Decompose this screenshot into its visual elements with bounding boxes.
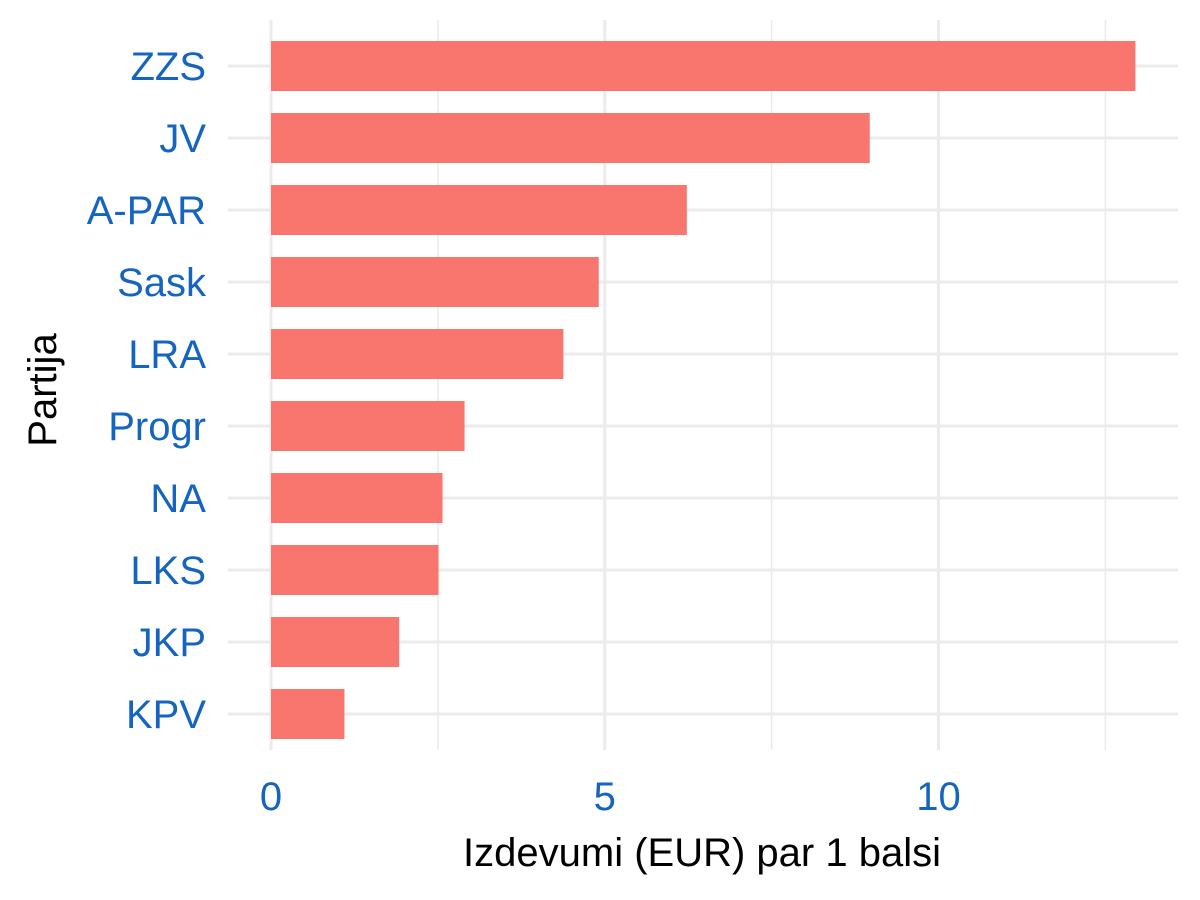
y-tick-label: KPV bbox=[126, 693, 206, 737]
y-tick-label: NA bbox=[150, 477, 206, 521]
y-tick-label: JKP bbox=[133, 621, 206, 665]
bar-sask bbox=[271, 257, 599, 307]
bar-zzs bbox=[271, 41, 1136, 91]
bar-jv bbox=[271, 113, 870, 163]
x-tick-label: 5 bbox=[594, 775, 616, 819]
y-tick-label: JV bbox=[159, 117, 206, 161]
x-axis-title: Izdevumi (EUR) par 1 balsi bbox=[463, 831, 941, 875]
bar-layer bbox=[271, 41, 1136, 739]
bar-kpv bbox=[271, 689, 345, 739]
x-tick-label: 10 bbox=[916, 775, 961, 819]
y-tick-labels: ZZS JV A-PAR Sask LRA Progr NA LKS JKP KPV bbox=[87, 45, 207, 737]
bar-a-par bbox=[271, 185, 687, 235]
y-tick-label: A-PAR bbox=[87, 189, 206, 233]
y-axis-title: Partija bbox=[21, 333, 65, 447]
bar-progr bbox=[271, 401, 465, 451]
y-tick-label: LKS bbox=[130, 549, 206, 593]
y-tick-label: LRA bbox=[128, 333, 206, 377]
bar-lks bbox=[271, 545, 439, 595]
y-tick-label: Progr bbox=[108, 405, 206, 449]
bar-lra bbox=[271, 329, 564, 379]
y-tick-label: ZZS bbox=[130, 45, 206, 89]
x-tick-label: 0 bbox=[260, 775, 282, 819]
bar-jkp bbox=[271, 617, 400, 667]
bar-na bbox=[271, 473, 443, 523]
x-tick-labels: 0 5 10 bbox=[260, 775, 961, 819]
y-tick-label: Sask bbox=[117, 261, 207, 305]
